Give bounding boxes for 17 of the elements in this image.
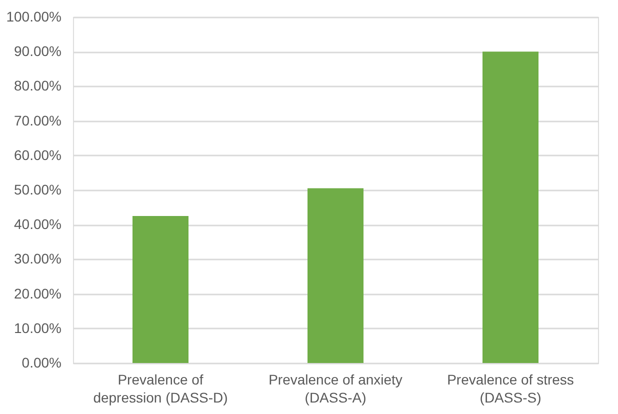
bar [132, 216, 188, 363]
y-tick-label: 60.00% [14, 146, 62, 163]
y-tick-label: 20.00% [14, 285, 62, 302]
y-tick-label: 30.00% [14, 250, 62, 267]
y-tick-label: 50.00% [14, 182, 62, 198]
y-tick-label: 40.00% [14, 216, 62, 232]
y-tick-label: 10.00% [14, 320, 62, 336]
y-tick-label: 80.00% [14, 78, 62, 94]
x-tick-label: Prevalence of depression (DASS-D) [93, 372, 228, 406]
bar [482, 52, 538, 363]
y-tick-label: 0.00% [22, 354, 62, 370]
x-tick-label: Prevalence of anxiety (DASS-A) [268, 372, 402, 406]
y-tick-label: 90.00% [14, 43, 62, 60]
y-tick-label: 100.00% [6, 8, 62, 24]
y-tick-label: 70.00% [14, 112, 62, 128]
x-tick-label: Prevalence of stress (DASS-S) [447, 372, 574, 406]
bar [308, 188, 364, 363]
